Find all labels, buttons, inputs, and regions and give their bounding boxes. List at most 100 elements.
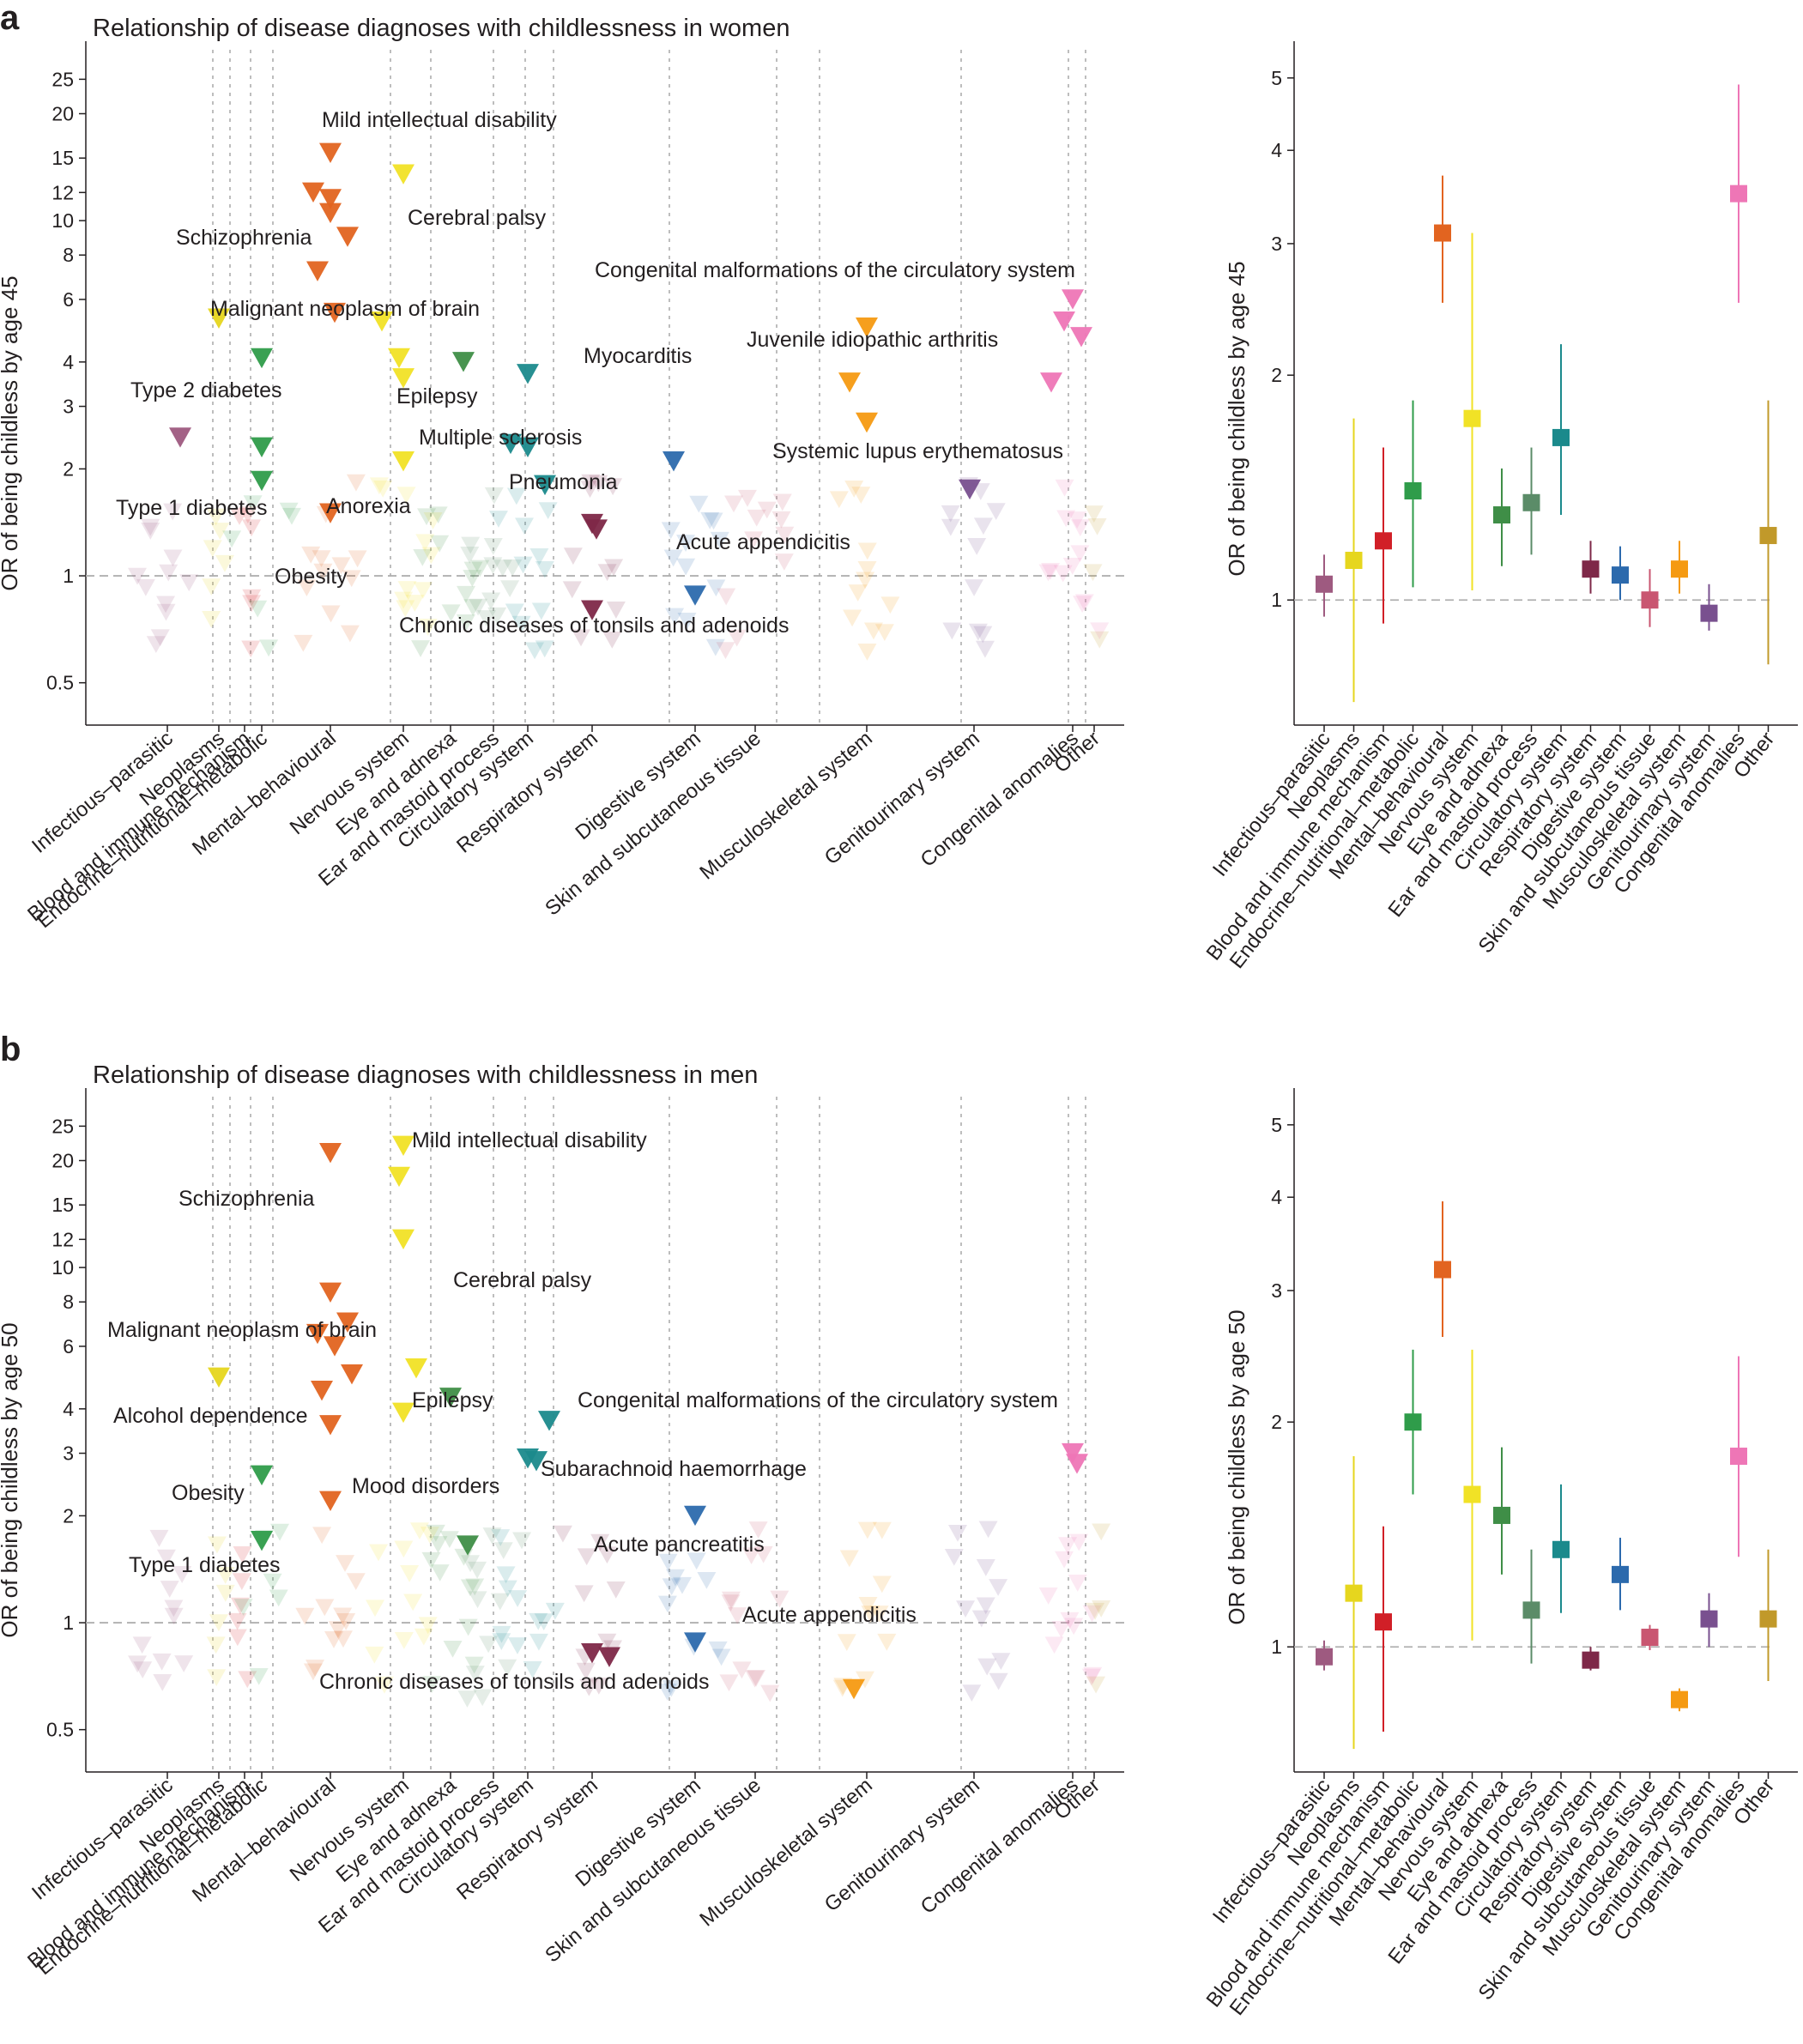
background-marker (1073, 596, 1092, 614)
annotation-type-2-diabetes: Type 2 diabetes (130, 378, 282, 402)
background-marker (744, 531, 764, 549)
background-marker (1070, 519, 1090, 537)
background-marker (498, 1659, 517, 1677)
background-marker (163, 549, 183, 567)
background-marker (710, 531, 729, 549)
background-marker (877, 1633, 897, 1651)
annotation-epilepsy: Epilepsy (412, 1388, 493, 1412)
background-marker (336, 1555, 355, 1572)
background-marker (238, 506, 257, 524)
background-marker (1058, 1537, 1078, 1555)
background-marker (422, 1676, 442, 1693)
background-marker (1041, 562, 1061, 580)
background-marker (164, 1607, 184, 1625)
annotation-pneumonia: Pneumonia (509, 470, 618, 494)
background-marker (545, 1602, 565, 1620)
background-marker (590, 1533, 610, 1551)
data-point-eye-and-adnexa (452, 352, 475, 372)
background-marker (463, 570, 482, 587)
data-point-mental-behavioural (319, 203, 342, 224)
background-marker (869, 1606, 889, 1623)
estimate-marker-respiratory-system (1582, 1651, 1600, 1669)
background-marker (753, 1545, 773, 1563)
background-marker (580, 481, 600, 499)
background-marker (483, 557, 503, 575)
panel-b-men: b Relationship of disease diagnoses with… (0, 1031, 1798, 2020)
estimate-marker-circulatory-system (1552, 428, 1570, 446)
background-marker (464, 1656, 484, 1674)
background-marker (493, 559, 512, 578)
background-marker (202, 610, 221, 628)
background-marker (133, 1661, 153, 1679)
background-marker (848, 584, 868, 602)
panel-letter-b: b (0, 1031, 21, 1068)
background-marker (417, 508, 437, 526)
data-point-mental-behavioural (319, 1143, 342, 1164)
background-marker (986, 503, 1006, 521)
background-marker (396, 600, 415, 618)
estimate-marker-nervous-system (1463, 409, 1481, 427)
estimate-marker-skin-and-subcutaneous-tissue (1641, 1629, 1659, 1647)
data-point-nervous-system (392, 368, 414, 389)
background-marker (745, 1670, 765, 1688)
estimate-marker-infectious-parasitic (1316, 1648, 1333, 1666)
annotation-schizophrenia: Schizophrenia (176, 226, 312, 250)
background-marker (441, 604, 461, 622)
background-marker (508, 1590, 528, 1607)
annotation-acute-appendicitis: Acute appendicitis (676, 530, 850, 554)
background-marker (553, 1525, 572, 1543)
annotation-malignant-neoplasm-of-brain: Malignant neoplasm of brain (210, 297, 480, 321)
background-marker (215, 554, 234, 572)
annotation-mild-intellectual-disability: Mild intellectual disability (412, 1128, 647, 1152)
background-marker (421, 547, 441, 565)
background-marker (697, 1571, 717, 1589)
background-marker (748, 1521, 768, 1539)
right-y-tick-label: 3 (1271, 1279, 1282, 1302)
y-tick-label: 1 (63, 565, 74, 587)
estimate-marker-digestive-system (1612, 1565, 1629, 1583)
panel-b-y-axis-label: OR of being childless by age 50 (0, 1322, 22, 1637)
background-marker (487, 607, 507, 625)
background-marker (657, 1684, 677, 1701)
background-marker (340, 625, 360, 643)
background-marker (233, 1599, 253, 1616)
background-marker (839, 1550, 859, 1568)
estimate-marker-musculoskeletal-system (1671, 1690, 1688, 1708)
background-marker (837, 1634, 856, 1652)
background-marker (571, 629, 590, 647)
background-marker (243, 495, 263, 513)
background-marker (741, 1547, 761, 1565)
background-marker (728, 1607, 747, 1624)
background-marker (856, 571, 875, 590)
background-marker (500, 580, 520, 598)
data-point-mental-behavioural (319, 142, 342, 164)
data-point-nervous-system (388, 1166, 410, 1188)
background-marker (968, 623, 988, 641)
annotation-juvenile-idiopathic-arthritis: Juvenile idiopathic arthritis (747, 328, 998, 352)
background-marker (397, 581, 417, 598)
data-point-digestive-system (684, 585, 706, 606)
background-marker (418, 619, 438, 636)
background-marker (207, 1669, 227, 1686)
background-marker (857, 644, 877, 661)
data-point-mental-behavioural (319, 189, 342, 209)
background-marker (597, 1633, 617, 1651)
background-marker (394, 591, 414, 609)
y-tick-label: 4 (63, 351, 74, 373)
background-marker (312, 550, 331, 567)
background-marker (658, 1553, 678, 1571)
panel-a-women: a Relationship of disease diagnoses with… (0, 0, 1798, 973)
background-marker (511, 615, 531, 633)
background-marker (676, 535, 696, 552)
data-point-musculoskeletal-system (843, 1678, 865, 1700)
data-point-congenital-anomalies (1070, 327, 1092, 348)
annotation-type-1-diabetes: Type 1 diabetes (129, 1553, 281, 1577)
annotation-cerebral-palsy: Cerebral palsy (453, 1268, 592, 1292)
background-marker (512, 1532, 532, 1550)
background-marker (484, 487, 504, 505)
background-marker (336, 1613, 356, 1630)
background-marker (149, 1529, 169, 1547)
background-marker (405, 595, 425, 612)
y-tick-label: 4 (63, 1398, 74, 1420)
